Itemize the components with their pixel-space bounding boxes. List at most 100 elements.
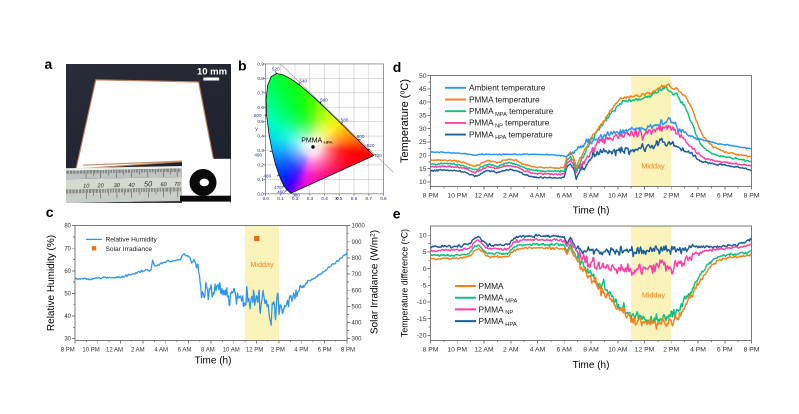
svg-text:30: 30: [419, 126, 427, 133]
svg-text:Time (h): Time (h): [573, 360, 610, 371]
svg-text:PMMA: PMMA: [479, 281, 505, 291]
svg-text:40: 40: [419, 99, 427, 106]
svg-text:6 AM: 6 AM: [178, 348, 192, 354]
svg-text:80: 80: [64, 224, 71, 230]
svg-text:Solar Irradiance (W/m2): Solar Irradiance (W/m2): [370, 230, 381, 334]
svg-text:8 PM: 8 PM: [341, 348, 355, 354]
svg-text:490: 490: [254, 152, 262, 157]
svg-text:-10: -10: [417, 299, 427, 306]
svg-text:900: 900: [352, 240, 363, 246]
svg-text:-15: -15: [417, 316, 427, 323]
svg-text:-20: -20: [417, 333, 427, 340]
svg-text:0.2: 0.2: [257, 163, 264, 168]
svg-text:10 PM: 10 PM: [447, 193, 467, 200]
svg-text:5: 5: [423, 249, 427, 256]
svg-text:Solar Irradiance: Solar Irradiance: [106, 246, 153, 253]
svg-text:0.7: 0.7: [366, 196, 373, 201]
svg-text:0.8: 0.8: [257, 76, 264, 81]
svg-text:12 PM: 12 PM: [246, 348, 263, 354]
svg-text:0.0: 0.0: [263, 196, 270, 201]
svg-text:6 PM: 6 PM: [717, 193, 733, 200]
svg-text:400: 400: [352, 321, 363, 327]
svg-text:PMMA MPA temperature: PMMA MPA temperature: [469, 107, 554, 118]
svg-text:70: 70: [64, 246, 71, 252]
svg-text:0.8: 0.8: [380, 196, 387, 201]
svg-text:0.5: 0.5: [336, 196, 343, 201]
svg-text:10 PM: 10 PM: [82, 348, 99, 354]
svg-text:0.6: 0.6: [257, 105, 264, 110]
svg-text:0.0: 0.0: [257, 191, 264, 196]
svg-text:540: 540: [299, 78, 307, 83]
svg-text:2 PM: 2 PM: [663, 193, 679, 200]
svg-text:50: 50: [64, 292, 71, 298]
svg-text:8 PM: 8 PM: [744, 347, 760, 354]
svg-text:Midday: Midday: [642, 290, 666, 299]
svg-text:380: 380: [292, 192, 300, 197]
svg-text:6 AM: 6 AM: [556, 193, 572, 200]
svg-text:20: 20: [419, 153, 427, 160]
svg-text:30: 30: [64, 337, 71, 343]
svg-text:25: 25: [419, 139, 427, 146]
svg-text:580: 580: [341, 118, 349, 123]
svg-text:d: d: [393, 59, 402, 75]
svg-text:6 PM: 6 PM: [318, 348, 332, 354]
svg-text:4 AM: 4 AM: [530, 193, 546, 200]
svg-text:50: 50: [419, 73, 427, 80]
svg-text:620: 620: [367, 143, 375, 148]
svg-text:10: 10: [83, 183, 90, 189]
svg-text:0.5: 0.5: [257, 119, 264, 124]
svg-text:560: 560: [320, 97, 328, 102]
svg-text:PMMA HPA temperature: PMMA HPA temperature: [469, 130, 553, 141]
svg-text:8 AM: 8 AM: [583, 193, 599, 200]
svg-text:12 PM: 12 PM: [635, 193, 655, 200]
svg-text:4 PM: 4 PM: [690, 193, 706, 200]
svg-text:60: 60: [160, 182, 167, 188]
svg-text:60: 60: [64, 269, 71, 275]
svg-text:40: 40: [128, 182, 135, 188]
svg-text:0.4: 0.4: [257, 134, 264, 139]
svg-text:0.1: 0.1: [277, 196, 284, 201]
svg-text:45: 45: [419, 86, 427, 93]
svg-text:10: 10: [419, 179, 427, 186]
svg-text:0.3: 0.3: [257, 148, 264, 153]
svg-text:Temperature difference (oC): Temperature difference (oC): [400, 229, 410, 337]
svg-text:500: 500: [352, 304, 363, 310]
svg-text:12 AM: 12 AM: [474, 193, 494, 200]
svg-text:35: 35: [419, 113, 427, 120]
svg-text:600: 600: [357, 134, 365, 139]
svg-text:Relative Humidity: Relative Humidity: [106, 237, 158, 244]
svg-text:Relative Humidity (%): Relative Humidity (%): [46, 235, 57, 331]
svg-text:Ambient temperature: Ambient temperature: [469, 84, 546, 93]
svg-text:10 AM: 10 AM: [608, 193, 628, 200]
svg-text:2 AM: 2 AM: [503, 193, 519, 200]
svg-text:12 AM: 12 AM: [106, 348, 123, 354]
svg-text:0: 0: [423, 266, 427, 273]
svg-text:PMMA HPA: PMMA HPA: [479, 316, 517, 328]
svg-text:700: 700: [352, 272, 363, 278]
svg-text:10 mm: 10 mm: [197, 66, 227, 77]
svg-text:10 PM: 10 PM: [447, 347, 467, 354]
svg-text:10 AM: 10 AM: [223, 348, 240, 354]
svg-text:PMMA NP: PMMA NP: [479, 304, 514, 316]
svg-text:Midday: Midday: [250, 260, 274, 269]
svg-text:10: 10: [419, 233, 427, 240]
svg-text:70: 70: [174, 181, 181, 187]
svg-text:470: 470: [274, 185, 282, 190]
svg-text:2 PM: 2 PM: [663, 347, 679, 354]
svg-text:4 PM: 4 PM: [690, 347, 706, 354]
svg-text:50: 50: [144, 179, 153, 188]
svg-text:2 AM: 2 AM: [503, 347, 519, 354]
svg-text:PMMA temperature: PMMA temperature: [469, 95, 540, 104]
svg-text:Midday: Midday: [641, 162, 665, 171]
svg-text:500: 500: [254, 113, 262, 118]
svg-text:480: 480: [263, 173, 271, 178]
svg-text:4 AM: 4 AM: [530, 347, 546, 354]
svg-text:0.9: 0.9: [257, 62, 264, 67]
svg-text:0.7: 0.7: [257, 90, 264, 95]
svg-text:12 PM: 12 PM: [635, 347, 655, 354]
svg-text:8 AM: 8 AM: [583, 347, 599, 354]
svg-text:0.4: 0.4: [321, 196, 328, 201]
svg-text:8 PM: 8 PM: [744, 193, 760, 200]
svg-text:2 AM: 2 AM: [131, 348, 145, 354]
svg-text:2 PM: 2 PM: [271, 348, 285, 354]
